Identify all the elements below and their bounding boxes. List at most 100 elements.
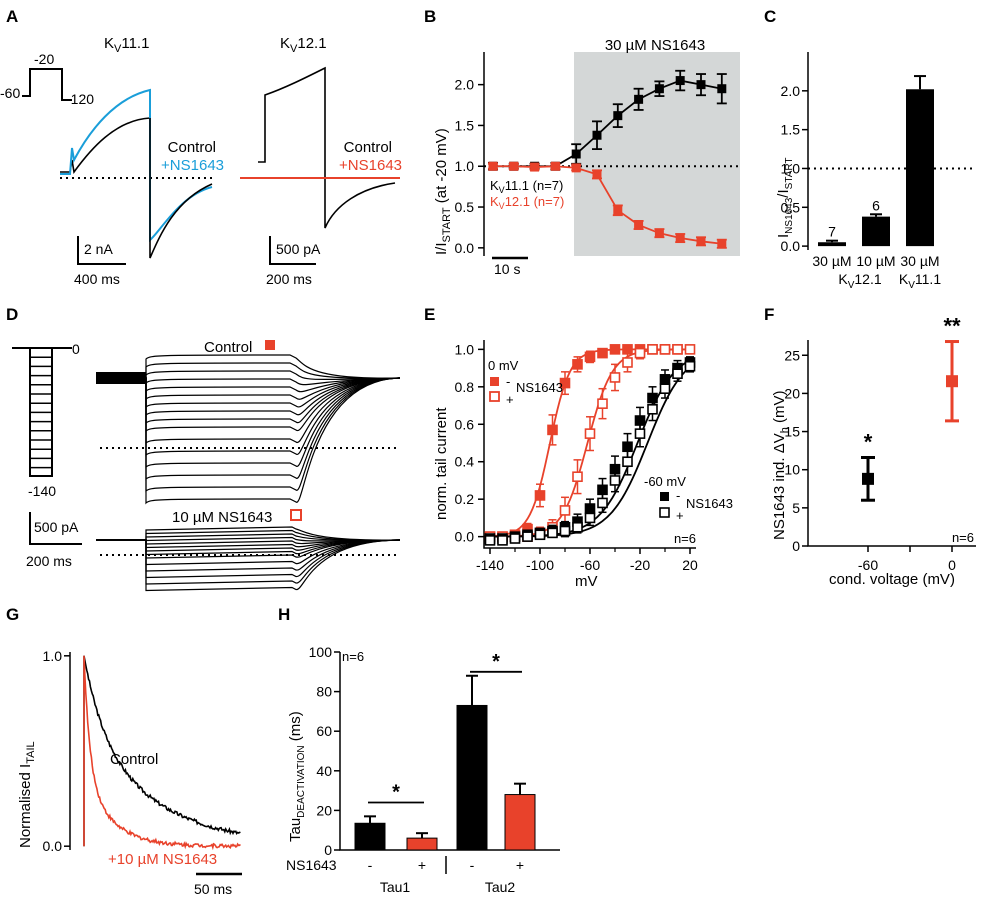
e-y-tick-label: 0.4 [455,454,475,470]
h-bar [354,822,386,851]
e-data-point [609,372,621,383]
panel-h-label: H [278,605,290,624]
f-y-tick-label: 5 [792,500,800,516]
b-legend-kv12: KV12.1 (n=7) [490,194,564,211]
h-group-tau1: Tau1 [380,879,411,895]
d-control-trace [96,377,401,425]
b-data-point [571,149,581,159]
panel-g: G 0.0 1.0 Normalised ITAIL Control +10 µM… [6,605,242,897]
e-data-point [597,497,608,509]
h-bars: - + - + * * [354,651,536,873]
b-data-point [654,84,664,94]
b-y-ticks: 0.0 0.5 1.0 1.5 2.0 [455,77,484,256]
g-time-scale-label: 50 ms [194,881,232,897]
h-category-label: - [368,857,373,873]
d-control-trace [96,377,401,386]
h-y-tick-label: 80 [316,684,332,700]
h-significance: * [392,781,400,803]
g-y-tick-label: 0.0 [43,838,63,854]
h-category-label: + [516,857,524,873]
e-legend-red-plus: + [506,392,514,407]
d-drug-label: 10 µM NS1643 [172,509,272,526]
d-scale-x: 200 ms [26,553,72,569]
e-data-point [547,424,558,436]
panel-a-label: A [6,7,18,26]
b-data-point [613,205,623,215]
e-data-point [622,456,633,468]
kv11-control-trace [60,117,151,176]
e-data-point [484,535,496,546]
c-bars: 7 30 µM 6 10 µM 7 30 µM [812,75,940,269]
protocol-tail: -120 [66,91,94,107]
panel-e-label: E [424,305,435,324]
e-legend-red-drug: NS1643 [516,380,563,395]
c-bar [906,89,934,247]
g-y-tick-label: 1.0 [43,648,63,664]
h-row-label: NS1643 [286,857,337,873]
c-n-label: 6 [872,197,880,213]
c-group-kv12: KV12.1 [838,271,881,291]
d-drug-trace [96,539,401,592]
e-y-tick-label: 1.0 [455,341,475,357]
e-data-point [547,527,558,539]
c-y-tick-label: 1.5 [781,122,801,138]
b-y-tick-label: 1.0 [455,158,475,174]
e-data-point [647,403,658,415]
c-category-label: 30 µM [812,253,851,269]
d-drug-marker [290,509,302,521]
h-n-label: n=6 [342,649,364,664]
e-legend-black-drug: NS1643 [686,496,733,511]
h-y-tick-label: 60 [316,723,332,739]
f-x-label: cond. voltage (mV) [829,571,955,588]
d-control-trace [96,362,401,379]
b-y-tick-label: 2.0 [455,77,475,93]
e-data-point [634,347,646,359]
d-control-trace [96,377,401,469]
b-data-point [654,228,664,238]
e-data-point [609,344,621,355]
b-series [488,69,727,249]
b-data-point [488,161,498,171]
e-data-point [584,428,596,439]
e-data-point [597,347,608,359]
e-data-point [559,377,571,389]
b-data-point [717,239,727,249]
d-control-trace [96,377,401,481]
d-control-traces [96,354,401,505]
d-voltage-protocol [12,347,72,477]
e-legend-black-title: -60 mV [644,474,686,489]
f-y-tick-label: 10 [784,462,800,478]
h-y-tick-label: 0 [324,842,332,858]
d-drug-traces [96,526,401,592]
kv12-scale-x: 200 ms [266,271,312,287]
e-data-point [597,398,608,409]
e-x-tick-label: -20 [630,557,650,573]
b-y-tick-label: 1.5 [455,117,475,133]
e-legend-black-filled-marker [660,492,669,501]
b-data-point [571,163,581,173]
c-y-label: INS1643/ISTART [775,157,795,238]
b-data-point [592,130,602,140]
kv11-legend-control: Control [168,139,216,156]
d-control-trace [96,370,401,381]
panel-d: D 0 -140 Control 10 µM NS1643 500 pA 200… [6,305,401,592]
g-ticks: 0.0 1.0 [43,648,70,854]
b-time-scale-label: 10 s [494,261,520,277]
kv11-scale-bar [77,236,126,265]
f-ticks: 0 5 10 15 20 25 -60 0 [784,347,956,573]
h-group-tau2: Tau2 [485,879,516,895]
d-control-trace [96,377,401,457]
f-points: *** [861,314,961,502]
d-control-trace [96,377,401,493]
voltage-protocol [22,68,72,101]
e-data-point [659,344,671,355]
e-data-point [509,533,521,544]
d-control-trace [96,377,401,505]
e-data-point [609,475,621,486]
b-data-point [509,161,519,171]
c-y-ticks: 0.0 0.5 1.0 1.5 2.0 [781,83,808,254]
panel-g-label: G [6,605,19,624]
h-y-label: TauDEACTIVATION (ms) [287,711,307,842]
e-data-point [559,525,571,537]
e-data-point [672,368,683,380]
